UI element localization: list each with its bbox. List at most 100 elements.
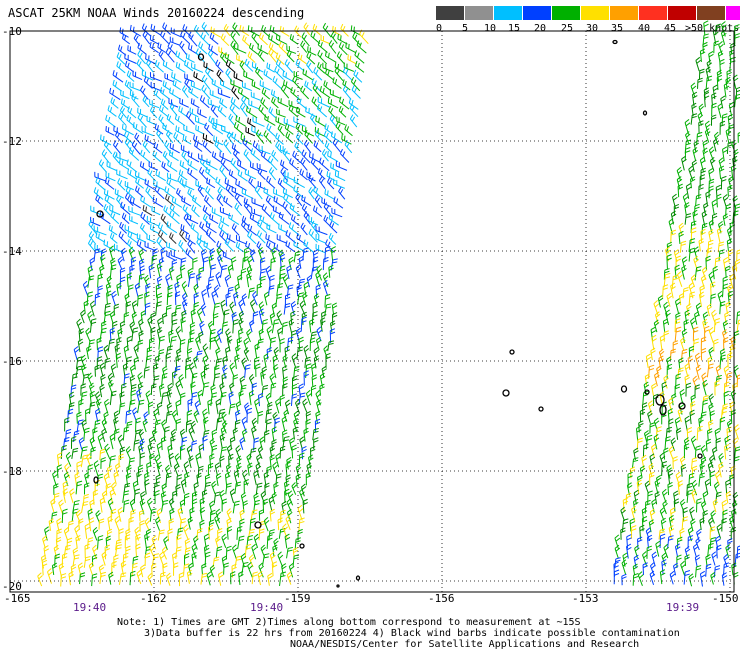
- wind-barb: [107, 105, 117, 117]
- wind-barb: [271, 302, 278, 316]
- wind-barb: [87, 537, 94, 550]
- wind-barb: [312, 427, 319, 441]
- wind-barb: [666, 292, 673, 307]
- wind-barb: [202, 343, 209, 360]
- scale-label-50-knots: >50 knots: [685, 23, 740, 34]
- wind-barb: [681, 516, 688, 530]
- wind-barb: [258, 32, 268, 46]
- wind-barb: [70, 564, 77, 577]
- wind-barb: [268, 48, 277, 63]
- wind-barb: [139, 161, 150, 173]
- wind-barb: [132, 407, 138, 423]
- wind-barb: [76, 411, 82, 424]
- wind-barb: [81, 501, 89, 513]
- wind-barb: [331, 207, 343, 218]
- wind-barb: [643, 430, 650, 443]
- wind-barb: [75, 365, 83, 379]
- wind-barb: [272, 354, 279, 370]
- wind-barb: [650, 347, 656, 361]
- wind-barb: [286, 508, 293, 524]
- lat-lon-grid: [9, 30, 734, 592]
- wind-barb: [646, 534, 653, 549]
- wind-barb: [234, 43, 247, 54]
- wind-barb: [721, 572, 728, 586]
- wind-barb: [165, 47, 175, 63]
- wind-barb: [312, 249, 319, 263]
- wind-barb: [92, 526, 99, 541]
- wind-barb: [243, 149, 252, 163]
- wind-barb: [154, 123, 164, 135]
- wind-barb: [271, 318, 280, 334]
- wind-barb: [726, 226, 733, 243]
- wind-barb: [199, 506, 206, 521]
- wind-barb: [84, 543, 90, 558]
- wind-barb: [726, 69, 732, 82]
- wind-barb: [129, 570, 136, 586]
- wind-barb: [104, 177, 115, 190]
- wind-barb: [260, 544, 266, 558]
- wind-barb: [173, 462, 180, 476]
- wind-barb: [124, 224, 138, 236]
- wind-barb: [213, 117, 225, 128]
- wind-barb: [709, 156, 716, 171]
- wind-barb: [107, 338, 115, 352]
- wind-barb: [144, 302, 151, 316]
- wind-barb: [211, 429, 218, 442]
- wind-barb: [262, 498, 269, 513]
- wind-barb: [292, 554, 300, 567]
- wind-barb: [155, 283, 162, 298]
- wind-barb: [280, 509, 286, 523]
- wind-barb: [285, 461, 291, 477]
- wind-barb: [230, 571, 236, 585]
- wind-barb: [84, 523, 91, 539]
- wind-barb: [251, 543, 257, 560]
- wind-barb: [158, 335, 165, 350]
- wind-barb: [686, 427, 693, 442]
- wind-barb: [684, 374, 690, 387]
- wind-barb: [632, 563, 639, 576]
- wind-barb: [94, 292, 101, 306]
- wind-barb: [298, 255, 305, 269]
- wind-barb: [261, 384, 269, 397]
- wind-barb: [181, 310, 187, 323]
- wind-barb: [259, 80, 271, 91]
- wind-barb: [211, 151, 221, 163]
- lon-label-159: -159: [284, 592, 311, 605]
- wind-barb: [690, 317, 696, 333]
- wind-barb: [241, 293, 248, 306]
- wind-barb: [708, 326, 715, 343]
- wind-barb: [195, 124, 205, 135]
- wind-barb: [219, 391, 227, 406]
- wind-barb: [184, 471, 190, 488]
- scale-swatch-6: [610, 6, 639, 20]
- wind-barb: [147, 168, 157, 182]
- wind-barb: [264, 429, 270, 443]
- wind-barb: [690, 113, 698, 125]
- wind-barb: [129, 215, 139, 225]
- wind-barb: [221, 411, 227, 425]
- wind-barb: [160, 391, 169, 405]
- wind-barb: [297, 528, 303, 541]
- wind-barb: [658, 528, 666, 540]
- wind-barb: [137, 50, 146, 65]
- wind-barb: [64, 417, 70, 432]
- wind-barb: [123, 499, 130, 513]
- wind-barb: [719, 416, 726, 431]
- wind-barb: [725, 372, 733, 387]
- wind-barb: [239, 102, 248, 117]
- wind-barb: [183, 124, 195, 135]
- wind-barb: [725, 127, 732, 144]
- island-outline: [254, 521, 262, 529]
- wind-barb: [276, 234, 288, 244]
- wind-barb: [150, 312, 156, 325]
- wind-barb: [94, 364, 100, 377]
- wind-barb: [188, 362, 195, 379]
- wind-barb: [125, 301, 131, 315]
- wind-barb: [121, 33, 131, 45]
- wind-barb: [249, 319, 255, 333]
- wind-barb: [247, 51, 256, 63]
- wind-barb: [176, 474, 183, 488]
- wind-barb: [242, 81, 252, 92]
- wind-barb: [162, 22, 171, 36]
- wind-barb: [631, 457, 639, 469]
